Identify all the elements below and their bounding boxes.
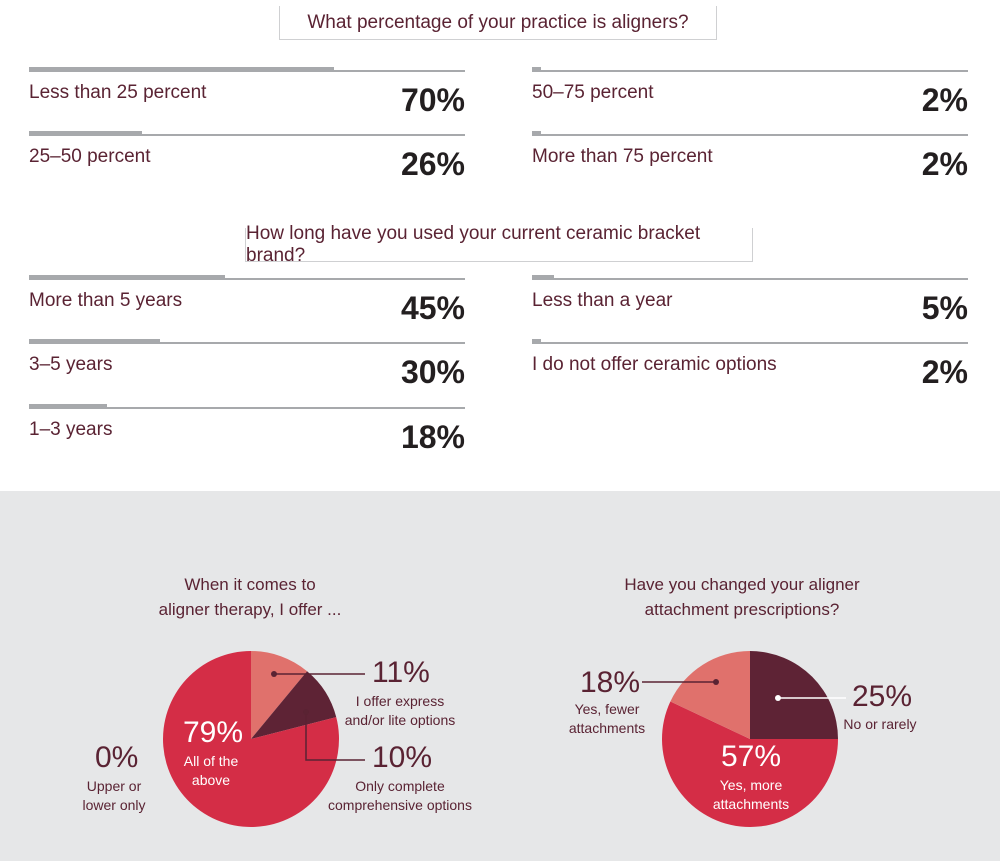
- question-aligner-percentage-text: What percentage of your practice is alig…: [307, 11, 689, 33]
- pie-slice-label-line: above: [191, 772, 231, 788]
- pie-slice-label-line: attachments: [712, 796, 790, 812]
- bar-row: 50–75 percent 2%: [532, 67, 968, 126]
- bar-fill: [532, 131, 541, 136]
- bar-track: [29, 342, 465, 344]
- bar-fill: [29, 275, 226, 280]
- pie-slice-label-line: All of the: [183, 753, 239, 769]
- bar-fill: [532, 67, 541, 72]
- pie-slice: [670, 651, 750, 739]
- bar-row: Less than a year 5%: [532, 275, 968, 334]
- bar-value-label: 2%: [921, 82, 968, 118]
- pie-title-aligner-therapy: When it comes to aligner therapy, I offe…: [100, 572, 400, 622]
- bar-label: More than 75 percent: [532, 146, 713, 167]
- question-ceramic-bracket: How long have you used your current cera…: [245, 223, 753, 266]
- bar-row: 1–3 years 18%: [29, 404, 465, 463]
- pie-slice-label-line: and/or lite options: [344, 712, 456, 728]
- bar-track: [532, 278, 968, 280]
- bar-label: Less than 25 percent: [29, 82, 207, 103]
- pie-value-label: 57%: [721, 740, 782, 773]
- bar-track: [532, 342, 968, 344]
- bar-value-label: 70%: [400, 82, 465, 118]
- pie-value-label: 0%: [95, 741, 139, 774]
- bar-value-label: 26%: [400, 146, 465, 182]
- pie-slice: [251, 651, 308, 739]
- bar-row: 3–5 years 30%: [29, 339, 465, 398]
- bar-label: Less than a year: [532, 290, 673, 311]
- pie-slice-label: I offer express and/or lite options: [338, 692, 462, 730]
- bar-fill: [29, 67, 335, 72]
- pie-slice-label: All of the above: [178, 752, 244, 790]
- pie-title-attachments: Have you changed your aligner attachment…: [592, 572, 892, 622]
- bar-label: More than 5 years: [29, 290, 183, 311]
- pie-value-label: 11%: [372, 656, 430, 689]
- bar-row: More than 5 years 45%: [29, 275, 465, 334]
- bar-fill: [29, 404, 108, 409]
- bar-track: [29, 407, 465, 409]
- pie-value-label: 18%: [580, 666, 641, 699]
- bar-fill: [29, 339, 160, 344]
- pie-value-label: 25%: [852, 680, 913, 713]
- pie-slice-label: Yes, more attachments: [708, 776, 794, 814]
- pie-value-label: 10%: [372, 741, 433, 774]
- bar-value-label: 45%: [400, 290, 465, 326]
- pie-slice-label-line: Yes, fewer: [574, 701, 640, 717]
- bar-value-label: 18%: [400, 419, 465, 455]
- bar-track: [29, 134, 465, 136]
- bar-value-label: 2%: [921, 146, 968, 182]
- pie-slice-label-line: attachments: [568, 720, 646, 736]
- pie-title-line: When it comes to: [184, 575, 316, 594]
- pie-slice-label: Yes, fewer attachments: [564, 700, 650, 738]
- pie-slice-label-line: No or rarely: [843, 716, 917, 732]
- bar-row: I do not offer ceramic options 2%: [532, 339, 968, 398]
- bar-label: 1–3 years: [29, 419, 113, 440]
- pie-slice-label: No or rarely: [842, 715, 918, 734]
- pie-slice-label-line: I offer express: [355, 693, 445, 709]
- pie-slice-label: Upper or lower only: [80, 777, 148, 815]
- pie-slice-label-line: Upper or: [86, 778, 142, 794]
- bar-label: 50–75 percent: [532, 82, 654, 103]
- bar-row: Less than 25 percent 70%: [29, 67, 465, 126]
- bar-label: 3–5 years: [29, 354, 113, 375]
- bar-value-label: 2%: [921, 354, 968, 390]
- pie-slice: [662, 701, 838, 827]
- bar-value-label: 30%: [400, 354, 465, 390]
- bar-label: I do not offer ceramic options: [532, 354, 777, 375]
- bar-label: 25–50 percent: [29, 146, 151, 167]
- pie-slice-label-line: comprehensive options: [328, 797, 472, 813]
- pie-panel: [0, 491, 1000, 861]
- pie-title-line: Have you changed your aligner: [624, 575, 860, 594]
- bar-fill: [532, 339, 541, 344]
- bar-fill: [29, 131, 143, 136]
- bar-row: More than 75 percent 2%: [532, 131, 968, 190]
- pie-title-line: aligner therapy, I offer ...: [158, 600, 342, 619]
- pie-slice: [750, 651, 838, 739]
- bar-track: [532, 70, 968, 72]
- question-ceramic-bracket-text: How long have you used your current cera…: [246, 222, 701, 266]
- pie-slice-label: Only complete comprehensive options: [326, 777, 474, 815]
- bar-fill: [532, 275, 554, 280]
- bar-track: [29, 278, 465, 280]
- pie-slice-label-line: Yes, more: [719, 777, 783, 793]
- pie-title-line: attachment prescriptions?: [644, 600, 840, 619]
- question-aligner-percentage: What percentage of your practice is alig…: [279, 6, 717, 40]
- pie-slice: [163, 651, 339, 827]
- pie-value-label: 79%: [183, 716, 244, 749]
- bar-track: [532, 134, 968, 136]
- pie-chart-attachments: [662, 651, 838, 827]
- bar-row: 25–50 percent 26%: [29, 131, 465, 190]
- pie-slice-label-line: lower only: [82, 797, 146, 813]
- pie-slice-label-line: Only complete: [355, 778, 445, 794]
- bar-value-label: 5%: [921, 290, 968, 326]
